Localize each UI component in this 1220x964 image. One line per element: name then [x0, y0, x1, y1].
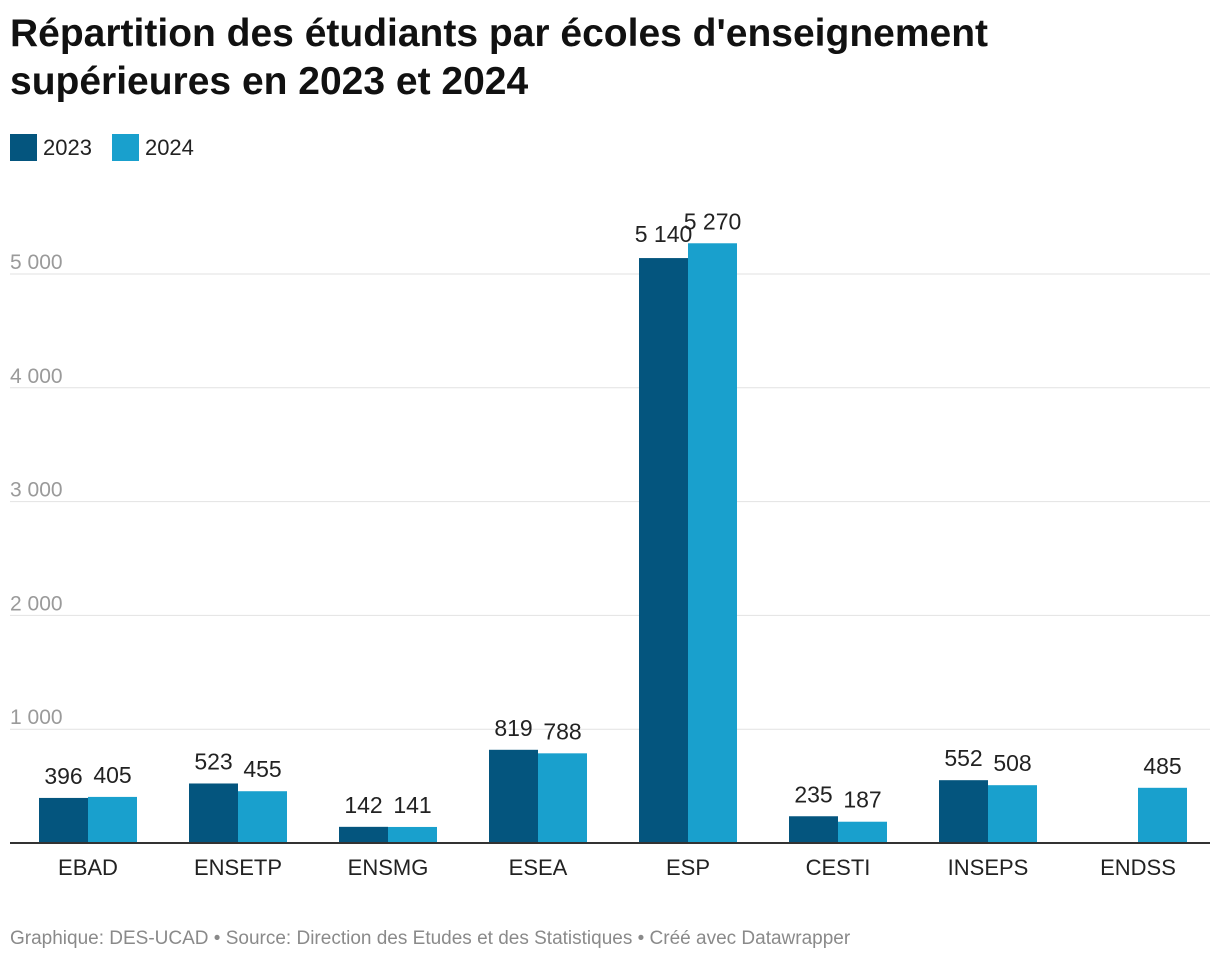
- data-label-cesti-2024: 187: [843, 787, 881, 813]
- bar-ebad-2024: [88, 796, 137, 843]
- y-tick-label: 3 000: [10, 479, 63, 502]
- data-label-ebad-2023: 396: [44, 763, 82, 789]
- legend-label-2023: 2023: [43, 134, 92, 160]
- bar-ebad-2023: [39, 797, 88, 843]
- y-tick-label: 5 000: [10, 251, 63, 274]
- y-tick-label: 2 000: [10, 592, 63, 615]
- legend-swatch-2023: [10, 134, 37, 161]
- bar-ensmg-2023: [339, 826, 388, 843]
- bar-endss-2024: [1138, 787, 1187, 843]
- legend-label-2024: 2024: [144, 134, 194, 160]
- x-tick-label-ensetp: ENSETP: [194, 855, 282, 880]
- data-label-inseps-2024: 508: [993, 750, 1031, 776]
- data-label-esea-2023: 819: [494, 715, 532, 741]
- data-label-inseps-2023: 552: [944, 745, 982, 771]
- data-label-esp-2023: 5 140: [635, 221, 693, 247]
- data-label-esea-2024: 788: [543, 718, 581, 744]
- bar-ensetp-2023: [189, 783, 238, 843]
- x-tick-label-ensmg: ENSMG: [348, 855, 429, 880]
- bar-ensmg-2024: [388, 826, 437, 843]
- bar-esp-2024: [688, 243, 737, 844]
- data-label-ensetp-2023: 523: [194, 748, 232, 774]
- bar-inseps-2023: [939, 780, 988, 843]
- x-tick-label-cesti: CESTI: [806, 855, 871, 880]
- data-label-cesti-2023: 235: [794, 781, 832, 807]
- x-tick-label-endss: ENDSS: [1100, 855, 1176, 880]
- chart-title: Répartition des étudiants par écoles d'e…: [10, 12, 989, 103]
- data-label-ebad-2024: 405: [93, 762, 131, 788]
- data-label-ensetp-2024: 455: [243, 756, 281, 782]
- bar-inseps-2024: [988, 785, 1037, 843]
- data-label-ensmg-2024: 141: [393, 792, 431, 818]
- data-label-esp-2024: 5 270: [684, 208, 742, 234]
- bar-esp-2023: [639, 258, 688, 843]
- data-label-ensmg-2023: 142: [344, 792, 382, 818]
- x-tick-label-inseps: INSEPS: [948, 855, 1029, 880]
- bar-esea-2024: [538, 753, 587, 843]
- bar-chart: 1 000 2 000 3 000 4 000 5 000 396 405 EBAD 523 45…: [10, 208, 1210, 880]
- x-tick-label-esp: ESP: [666, 855, 710, 880]
- x-tick-label-ebad: EBAD: [58, 855, 118, 880]
- y-tick-label: 1 000: [10, 706, 63, 729]
- bar-esea-2023: [489, 749, 538, 843]
- data-label-endss-2024: 485: [1143, 753, 1181, 779]
- legend-swatch-2024: [111, 134, 139, 161]
- bar-cesti-2023: [789, 816, 838, 843]
- legend-item-2024: 2024: [111, 134, 194, 161]
- legend: 2023 2024: [10, 134, 214, 161]
- legend-item-2023: 2023: [10, 134, 92, 161]
- bar-cesti-2024: [838, 821, 887, 843]
- y-tick-label: 4 000: [10, 365, 63, 388]
- x-tick-label-esea: ESEA: [509, 855, 568, 880]
- footer-credits: Graphique: DES-UCAD • Source: Direction …: [10, 928, 851, 949]
- bar-ensetp-2024: [238, 791, 287, 843]
